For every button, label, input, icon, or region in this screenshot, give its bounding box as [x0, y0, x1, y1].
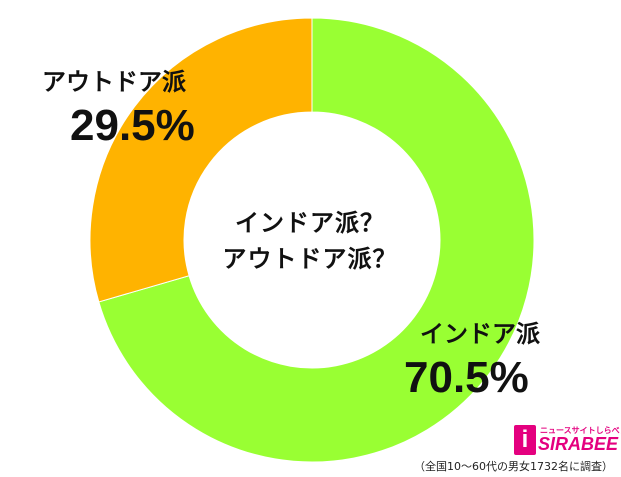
label-outdoor-name: アウトドア派	[42, 68, 186, 96]
slice-indoor	[98, 17, 535, 463]
survey-footnote: （全国10～60代の男女1732名に調査）	[414, 460, 613, 473]
slice-outdoor	[89, 17, 313, 303]
logo-brand: SIRABEE	[538, 434, 619, 454]
center-question-line-1: インドア派？	[235, 209, 385, 237]
logo-mark: i	[514, 425, 536, 455]
label-indoor-name: インドア派	[420, 320, 540, 348]
sirabee-logo: i ニュースサイトしらべぇ SIRABEE	[514, 425, 621, 455]
logo-tagline: ニュースサイトしらべぇ	[540, 426, 621, 435]
label-indoor: インドア派 70.5%	[404, 314, 540, 403]
label-outdoor: アウトドア派 29.5%	[42, 62, 195, 151]
center-question-line-2: アウトドア派？	[222, 245, 398, 273]
label-indoor-value: 70.5%	[404, 353, 529, 402]
label-outdoor-value: 29.5%	[70, 101, 195, 150]
